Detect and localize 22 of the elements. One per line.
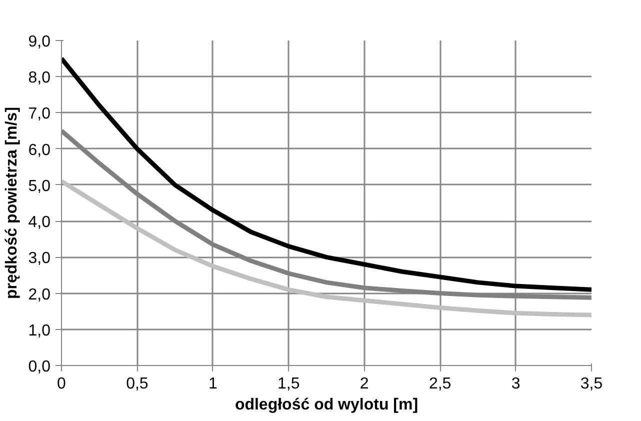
x-tick-label: 3,5 [580, 376, 603, 392]
y-axis-title: prędkość powietrza [m/s] [3, 106, 20, 300]
x-tick-label: 2 [360, 376, 369, 392]
x-axis-title: odległość od wylotu [m] [234, 396, 418, 414]
y-tick-label: 4,0 [28, 214, 51, 232]
y-tick-label: 7,0 [28, 106, 51, 123]
x-tick-label: 2,5 [428, 376, 452, 392]
y-tick-label: 3,0 [28, 250, 51, 268]
x-tick-label: 0,5 [126, 376, 148, 392]
y-tick-label: 1,0 [28, 322, 51, 340]
y-tick-label: 2,0 [28, 286, 51, 304]
y-tick-label: 8,0 [28, 70, 51, 87]
line-series [62, 179, 592, 318]
y-tick-label: 5,0 [28, 178, 51, 195]
x-tick-label: 0 [57, 376, 66, 392]
x-tick-label: 1,5 [278, 376, 300, 392]
line-series [62, 56, 592, 292]
y-tick-label: 0,0 [28, 358, 51, 376]
y-tick-label: 6,0 [28, 142, 51, 159]
y-tick-label: 9,0 [28, 34, 51, 50]
x-tick-label: 1 [208, 376, 218, 392]
x-tick-label: 3 [511, 376, 520, 392]
